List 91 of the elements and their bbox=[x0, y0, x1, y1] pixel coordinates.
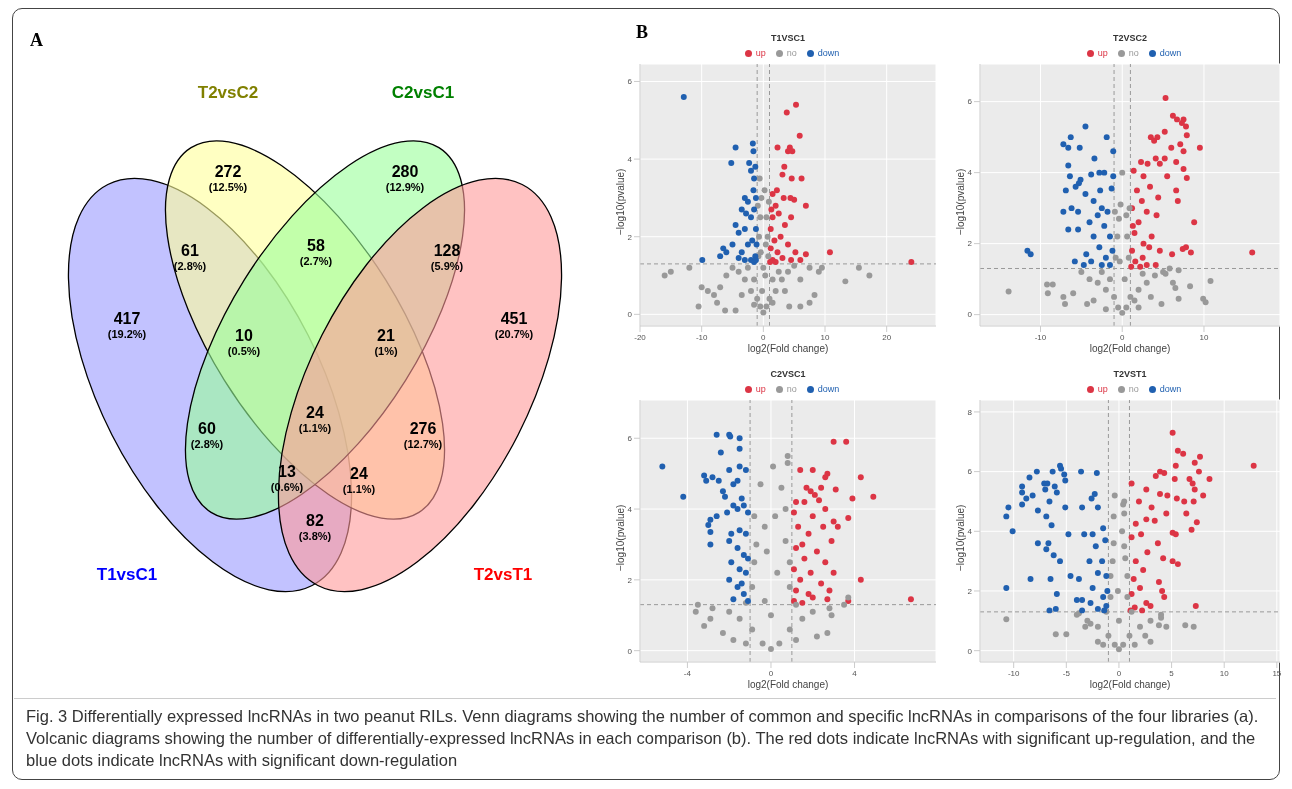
y-tick-label: 2 bbox=[967, 239, 973, 249]
text: 417 bbox=[113, 310, 141, 327]
text: (12.7%) bbox=[403, 438, 443, 450]
legend-label: down bbox=[1159, 48, 1182, 58]
text: 24 bbox=[350, 465, 368, 482]
text: A bbox=[30, 30, 43, 50]
x-tick-label: -10 bbox=[1034, 332, 1047, 342]
text: (5.9%) bbox=[430, 260, 464, 272]
x-axis-title: log2(Fold change) bbox=[747, 343, 829, 354]
legend-label: C2vsC1 bbox=[391, 83, 455, 102]
y-tick-label: 2 bbox=[627, 232, 633, 242]
text: (1%) bbox=[374, 345, 398, 357]
text: 24 bbox=[306, 404, 324, 421]
y-tick-label: 2 bbox=[967, 586, 973, 596]
y-tick-label: 6 bbox=[627, 434, 633, 444]
y-tick-label: 4 bbox=[627, 504, 633, 514]
text: 128 bbox=[433, 242, 461, 259]
x-tick-label: 10 bbox=[820, 332, 830, 342]
chart-title: T2VST1 bbox=[1112, 368, 1148, 381]
text: 280 bbox=[391, 163, 419, 180]
legend-label: up bbox=[1097, 384, 1108, 394]
text: (2.8%) bbox=[173, 260, 207, 272]
y-axis-title: −log10(pvalue) bbox=[954, 168, 966, 235]
text: (3.8%) bbox=[298, 530, 332, 542]
text: 21 bbox=[377, 327, 395, 344]
legend-label: down bbox=[1159, 384, 1182, 394]
chart-title: C2VSC1 bbox=[769, 368, 807, 381]
x-tick-label: 5 bbox=[1169, 668, 1175, 678]
text: (19.2%) bbox=[107, 328, 147, 340]
legend-label: no bbox=[1128, 384, 1139, 394]
y-tick-label: 6 bbox=[967, 97, 973, 107]
x-tick-label: 0 bbox=[761, 332, 767, 342]
y-axis-title: −log10(pvalue) bbox=[954, 504, 966, 571]
y-tick-label: 6 bbox=[967, 467, 973, 477]
text: (1.1%) bbox=[298, 422, 332, 434]
text: 61 bbox=[181, 242, 199, 259]
legend-label: no bbox=[786, 384, 797, 394]
text: B bbox=[636, 22, 649, 43]
y-tick-label: 8 bbox=[967, 407, 973, 417]
text: (2.7%) bbox=[299, 255, 333, 267]
text: 58 bbox=[307, 237, 325, 254]
x-tick-label: 10 bbox=[1199, 332, 1209, 342]
text: (0.5%) bbox=[227, 345, 261, 357]
legend-label: no bbox=[1128, 48, 1139, 58]
x-tick-label: 0 bbox=[768, 668, 774, 678]
x-tick-label: 10 bbox=[1219, 668, 1230, 678]
legend-label: up bbox=[1097, 48, 1108, 58]
text: 82 bbox=[306, 512, 324, 529]
x-tick-label: 20 bbox=[882, 332, 892, 342]
y-axis-title: −log10(pvalue) bbox=[614, 168, 626, 235]
text: 451 bbox=[500, 310, 528, 327]
y-tick-label: 0 bbox=[967, 646, 973, 656]
y-axis-title: −log10(pvalue) bbox=[614, 504, 626, 571]
x-axis-title: log2(Fold change) bbox=[747, 679, 829, 690]
caption: Fig. 3 Differentially expressed lncRNAs in two peanut RILs. Venn diagrams showing the number of common and specific lncRNAs in comparisons of the four libraries (a). Volcanic diagrams showing the number of differentially-expressed lncRNAs in each comparison (b). The red dots indicate lncRNAs with significant up-regulation, and the blue dots indicate lncRNAs with significant down-regulation bbox=[26, 706, 1260, 771]
text: (1.1%) bbox=[342, 483, 376, 495]
x-tick-label: -5 bbox=[1062, 668, 1071, 678]
legend-label: down bbox=[817, 384, 840, 394]
x-tick-label: 4 bbox=[852, 668, 858, 678]
x-axis-title: log2(Fold change) bbox=[1089, 679, 1171, 690]
legend-label: no bbox=[786, 48, 797, 58]
text: 60 bbox=[198, 420, 216, 437]
y-tick-label: 0 bbox=[627, 646, 633, 656]
text: 276 bbox=[409, 420, 437, 437]
y-tick-label: 6 bbox=[627, 77, 633, 87]
text: (12.9%) bbox=[385, 181, 425, 193]
chart-title: T1VSC1 bbox=[770, 33, 805, 43]
y-tick-label: 0 bbox=[627, 310, 633, 320]
x-tick-label: -4 bbox=[683, 668, 692, 678]
y-tick-label: 2 bbox=[627, 575, 633, 585]
y-tick-label: 4 bbox=[967, 168, 973, 178]
x-tick-label: -10 bbox=[1007, 668, 1021, 678]
legend-label: down bbox=[817, 48, 840, 58]
text: (20.7%) bbox=[494, 328, 534, 340]
text: (12.5%) bbox=[208, 181, 248, 193]
y-tick-label: 4 bbox=[627, 154, 633, 164]
legend-label: up bbox=[755, 384, 766, 394]
legend-label: up bbox=[755, 48, 766, 58]
legend-label: T2vsT1 bbox=[473, 565, 533, 584]
x-tick-label: -20 bbox=[634, 332, 647, 342]
text: (2.8%) bbox=[190, 438, 224, 450]
x-tick-label: 0 bbox=[1116, 668, 1122, 678]
x-tick-label: 0 bbox=[1120, 332, 1126, 342]
x-tick-label: -10 bbox=[695, 332, 708, 342]
chart-title: T2VSC2 bbox=[1112, 32, 1148, 45]
text: 272 bbox=[214, 163, 242, 180]
legend-label: T2vsC2 bbox=[197, 83, 259, 102]
y-tick-label: 0 bbox=[967, 310, 973, 320]
y-tick-label: 4 bbox=[967, 527, 973, 537]
x-axis-title: log2(Fold change) bbox=[1089, 343, 1171, 354]
legend-label: T1vsC1 bbox=[96, 565, 158, 584]
